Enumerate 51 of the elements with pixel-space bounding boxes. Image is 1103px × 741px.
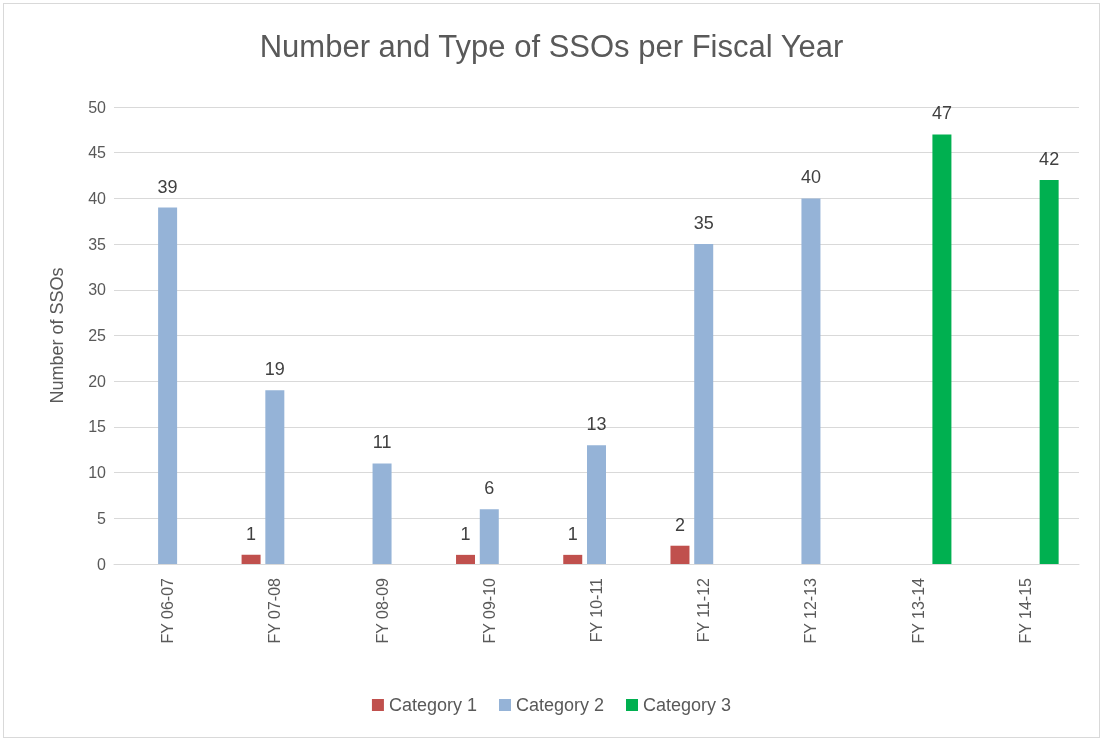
x-tick-label: FY 13-14 — [909, 577, 927, 644]
data-label: 19 — [264, 359, 285, 380]
legend-label: Category 2 — [515, 695, 605, 715]
y-tick-label: 45 — [88, 144, 107, 162]
bar — [932, 134, 952, 564]
bar — [1039, 180, 1059, 564]
y-tick-label: 40 — [88, 189, 107, 207]
x-tick-label: FY 10-11 — [588, 577, 605, 643]
data-label: 47 — [931, 103, 952, 124]
bar — [587, 445, 606, 564]
data-label: 42 — [1039, 149, 1060, 170]
y-tick-label: 25 — [88, 327, 107, 344]
bar — [372, 463, 392, 564]
bar — [158, 207, 178, 564]
data-label: 1 — [567, 523, 578, 544]
bar — [456, 554, 476, 564]
chart-title: Number and Type of SSOs per Fiscal Year — [259, 29, 844, 64]
bar — [801, 198, 821, 564]
legend-label: Category 1 — [388, 695, 477, 715]
bar — [694, 244, 714, 564]
y-tick-label: 35 — [88, 235, 107, 253]
bar — [479, 509, 499, 564]
y-tick-label: 15 — [88, 418, 107, 436]
bar — [241, 554, 261, 564]
data-label: 6 — [484, 478, 495, 499]
x-tick-label: FY 07-08 — [266, 577, 284, 644]
x-tick-label: FY 14-15 — [1016, 577, 1034, 644]
y-tick-label: 30 — [88, 281, 107, 299]
y-tick-label: 20 — [88, 372, 107, 390]
y-tick-label: 50 — [88, 98, 107, 116]
bar — [670, 545, 690, 564]
x-tick-label: FY 06-07 — [159, 577, 177, 644]
data-label: 40 — [800, 167, 821, 188]
x-tick-label: FY 12-13 — [802, 577, 820, 644]
x-tick-label: FY 09-10 — [480, 577, 498, 644]
data-label: 39 — [157, 176, 178, 197]
y-axis-title: Number of SSOs — [47, 267, 67, 404]
x-tick-label: FY 11-12 — [695, 577, 713, 643]
data-label: 2 — [674, 514, 685, 535]
data-label: 11 — [372, 432, 392, 453]
data-label: 35 — [693, 213, 714, 234]
data-label: 13 — [586, 414, 607, 435]
legend-label: Category 3 — [643, 695, 732, 715]
y-tick-label: 5 — [97, 509, 107, 527]
y-tick-label: 10 — [88, 464, 107, 482]
y-tick-label: 0 — [97, 555, 107, 573]
x-tick-label: FY 08-09 — [373, 577, 391, 644]
data-label: 1 — [460, 523, 471, 544]
bar — [563, 554, 583, 564]
data-label: 1 — [246, 523, 257, 544]
bar — [265, 390, 285, 564]
